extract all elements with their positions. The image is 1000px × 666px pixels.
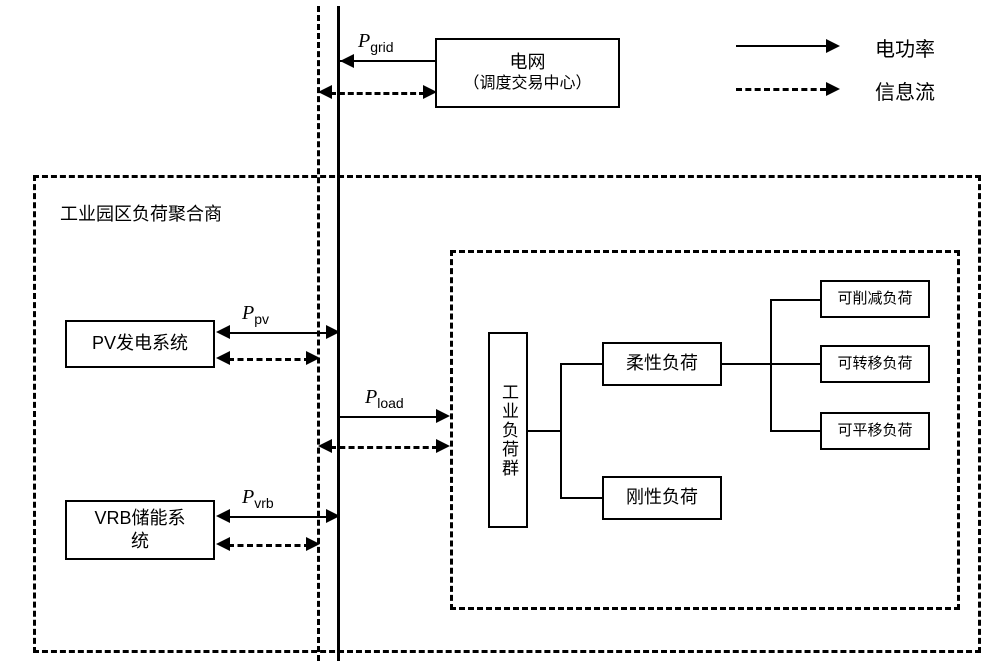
ppv-label: Ppv bbox=[242, 302, 269, 327]
pvrb-dashed-shaft bbox=[228, 544, 310, 547]
legend-dashed-label: 信息流 bbox=[875, 76, 935, 105]
shift-box: 可转移负荷 bbox=[820, 345, 930, 383]
pv-label: PV发电系统 bbox=[92, 332, 188, 355]
flex-to-translate bbox=[770, 430, 820, 432]
pvrb-dashed-arrow-l bbox=[216, 537, 230, 551]
vrb-line2: 统 bbox=[131, 530, 149, 553]
flex-vsplit bbox=[770, 299, 772, 431]
pvrb-var: P bbox=[242, 486, 254, 508]
legend-dashed-line bbox=[736, 88, 826, 91]
pload-sub: load bbox=[377, 395, 403, 411]
legend-solid-line bbox=[736, 45, 826, 47]
ppv-dashed-arrow-r bbox=[306, 351, 320, 365]
pvrb-dashed-arrow-r bbox=[306, 537, 320, 551]
grid-title: 电网 bbox=[510, 51, 546, 74]
pvrb-solid-arrow-l bbox=[216, 509, 230, 523]
ppv-solid-arrow-l bbox=[216, 325, 230, 339]
flexible-box: 柔性负荷 bbox=[602, 342, 722, 386]
pload-dashed-arrow-l bbox=[318, 439, 332, 453]
pvrb-sub: vrb bbox=[254, 495, 273, 511]
pgrid-dashed-arrow-r bbox=[423, 85, 437, 99]
pgrid-solid-arrow bbox=[340, 54, 354, 68]
load-group-label: 工业负荷群 bbox=[497, 383, 519, 478]
pgrid-sub: grid bbox=[370, 39, 393, 55]
pvrb-label: Pvrb bbox=[242, 486, 274, 511]
pload-dashed-shaft bbox=[330, 446, 438, 449]
pgrid-label: Pgrid bbox=[358, 30, 394, 55]
flex-to-shift bbox=[770, 363, 820, 365]
lg-to-flex bbox=[560, 363, 602, 365]
translate-label: 可平移负荷 bbox=[837, 421, 912, 441]
vrb-box: VRB储能系 统 bbox=[65, 500, 215, 560]
pvrb-solid-arrow-r bbox=[326, 509, 340, 523]
pload-solid-arrow bbox=[436, 409, 450, 423]
ppv-dashed-arrow-l bbox=[216, 351, 230, 365]
cut-label: 可削减负荷 bbox=[837, 289, 912, 309]
pload-var: P bbox=[365, 386, 377, 408]
pload-label: Pload bbox=[365, 386, 404, 411]
rigid-box: 刚性负荷 bbox=[602, 476, 722, 520]
grid-box: 电网 （调度交易中心） bbox=[435, 38, 620, 108]
flex-trunk bbox=[722, 363, 770, 365]
diagram-root: 电功率 信息流 电网 （调度交易中心） Pgrid 工业园区负荷聚合商 PV发电… bbox=[0, 0, 1000, 666]
pgrid-solid-shaft bbox=[340, 60, 435, 62]
legend-solid-label: 电功率 bbox=[875, 33, 935, 62]
pgrid-dashed-arrow-l bbox=[318, 85, 332, 99]
ppv-dashed-shaft bbox=[228, 358, 310, 361]
pload-solid-shaft bbox=[340, 416, 438, 418]
lg-to-rigid bbox=[560, 497, 602, 499]
pvrb-solid-shaft bbox=[228, 516, 330, 518]
pgrid-dashed-shaft bbox=[330, 92, 425, 95]
ppv-solid-shaft bbox=[228, 332, 330, 334]
rigid-label: 刚性负荷 bbox=[626, 486, 698, 509]
shift-label: 可转移负荷 bbox=[837, 354, 912, 374]
pv-box: PV发电系统 bbox=[65, 320, 215, 368]
pgrid-var: P bbox=[358, 30, 370, 52]
flex-to-cut bbox=[770, 299, 820, 301]
cut-box: 可削减负荷 bbox=[820, 280, 930, 318]
flexible-label: 柔性负荷 bbox=[626, 352, 698, 375]
ppv-solid-arrow-r bbox=[326, 325, 340, 339]
pload-dashed-arrow-r bbox=[436, 439, 450, 453]
vrb-line1: VRB储能系 bbox=[94, 507, 185, 530]
grid-sub: （调度交易中心） bbox=[463, 74, 591, 95]
legend-dashed-arrow bbox=[826, 82, 840, 96]
lg-trunk bbox=[528, 430, 560, 432]
aggregator-title: 工业园区负荷聚合商 bbox=[60, 200, 222, 226]
legend-solid-arrow bbox=[826, 39, 840, 53]
load-group-vertical: 工业负荷群 bbox=[488, 332, 528, 528]
lg-vsplit bbox=[560, 363, 562, 498]
ppv-var: P bbox=[242, 302, 254, 324]
ppv-sub: pv bbox=[254, 311, 269, 327]
translate-box: 可平移负荷 bbox=[820, 412, 930, 450]
